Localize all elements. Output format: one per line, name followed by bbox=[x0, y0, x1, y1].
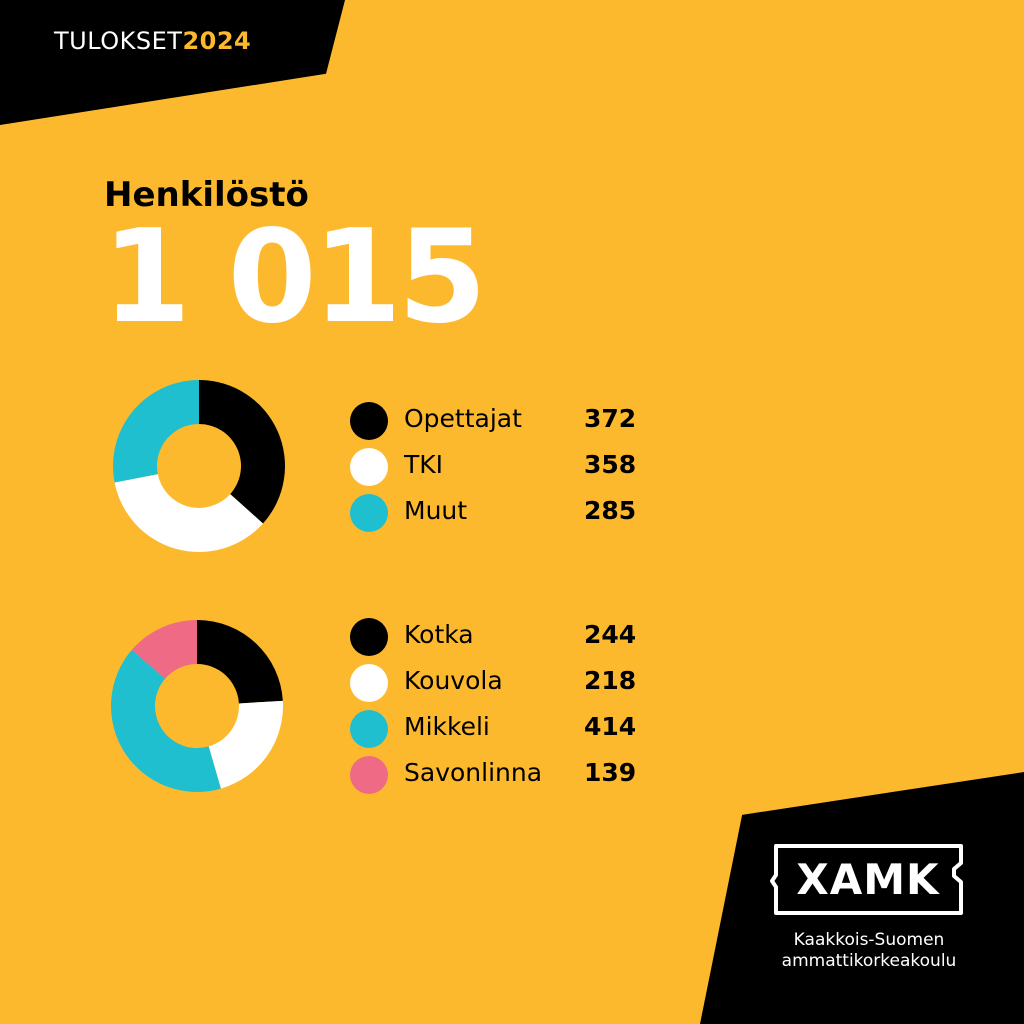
staff-campus-legend: Kotka 244 Kouvola 218 Mikkeli 414 Savonlinna 13… bbox=[350, 614, 670, 798]
staff-campus-donut-chart bbox=[111, 620, 283, 792]
staff-role-donut-chart bbox=[113, 380, 285, 552]
page-title: Henkilöstö bbox=[104, 175, 309, 215]
legend-swatch bbox=[350, 664, 388, 702]
donut2-slice-kouvola bbox=[208, 700, 283, 789]
footer-banner bbox=[700, 772, 1024, 1024]
legend-value: 285 bbox=[584, 496, 637, 525]
legend-value: 218 bbox=[584, 666, 637, 695]
donut2-slice-mikkeli bbox=[111, 649, 221, 792]
legend-value: 372 bbox=[584, 404, 637, 433]
legend-swatch bbox=[350, 710, 388, 748]
legend-label: TKI bbox=[404, 450, 444, 479]
donut1-slice-opettajat bbox=[199, 380, 285, 524]
legend2-item-mikkeli: Mikkeli 414 bbox=[350, 706, 670, 752]
legend1-item-muut: Muut 285 bbox=[350, 490, 670, 536]
logo-tagline-line2: ammattikorkeakoulu bbox=[781, 951, 957, 971]
donut1-slice-tki bbox=[114, 474, 263, 552]
total-count: 1 015 bbox=[102, 203, 487, 352]
donut1-slice-muut bbox=[113, 380, 199, 483]
legend-swatch bbox=[350, 448, 388, 486]
legend-value: 414 bbox=[584, 712, 637, 741]
legend-value: 358 bbox=[584, 450, 637, 479]
legend-swatch bbox=[350, 494, 388, 532]
legend-value: 244 bbox=[584, 620, 637, 649]
legend1-item-opettajat: Opettajat 372 bbox=[350, 398, 670, 444]
xamk-logo-text: XAMK bbox=[796, 855, 940, 904]
legend2-item-kouvola: Kouvola 218 bbox=[350, 660, 670, 706]
legend1-item-tki: TKI 358 bbox=[350, 444, 670, 490]
donut2-slice-savonlinna bbox=[131, 620, 197, 679]
header-label: TULOKSET2024 bbox=[54, 27, 251, 55]
legend-value: 139 bbox=[584, 758, 637, 787]
header-year: 2024 bbox=[182, 27, 252, 55]
donut2-slice-kotka bbox=[197, 620, 283, 704]
legend-label: Muut bbox=[404, 496, 468, 525]
legend-swatch bbox=[350, 402, 388, 440]
header-banner bbox=[0, 0, 345, 125]
legend-label: Opettajat bbox=[404, 404, 522, 433]
legend-label: Mikkeli bbox=[404, 712, 490, 741]
legend-label: Kotka bbox=[404, 620, 474, 649]
legend-label: Savonlinna bbox=[404, 758, 543, 787]
xamk-logo: XAMK bbox=[770, 844, 963, 915]
xamk-logo-frame bbox=[770, 844, 963, 915]
logo-tagline: Kaakkois-Suomen ammattikorkeakoulu bbox=[760, 930, 978, 972]
legend-swatch bbox=[350, 618, 388, 656]
header-label-text: TULOKSET bbox=[54, 27, 183, 55]
staff-role-legend: Opettajat 372 TKI 358 Muut 285 bbox=[350, 398, 670, 536]
legend2-item-kotka: Kotka 244 bbox=[350, 614, 670, 660]
logo-tagline-line1: Kaakkois-Suomen bbox=[793, 930, 945, 950]
legend-label: Kouvola bbox=[404, 666, 503, 695]
legend2-item-savonlinna: Savonlinna 139 bbox=[350, 752, 670, 798]
legend-swatch bbox=[350, 756, 388, 794]
